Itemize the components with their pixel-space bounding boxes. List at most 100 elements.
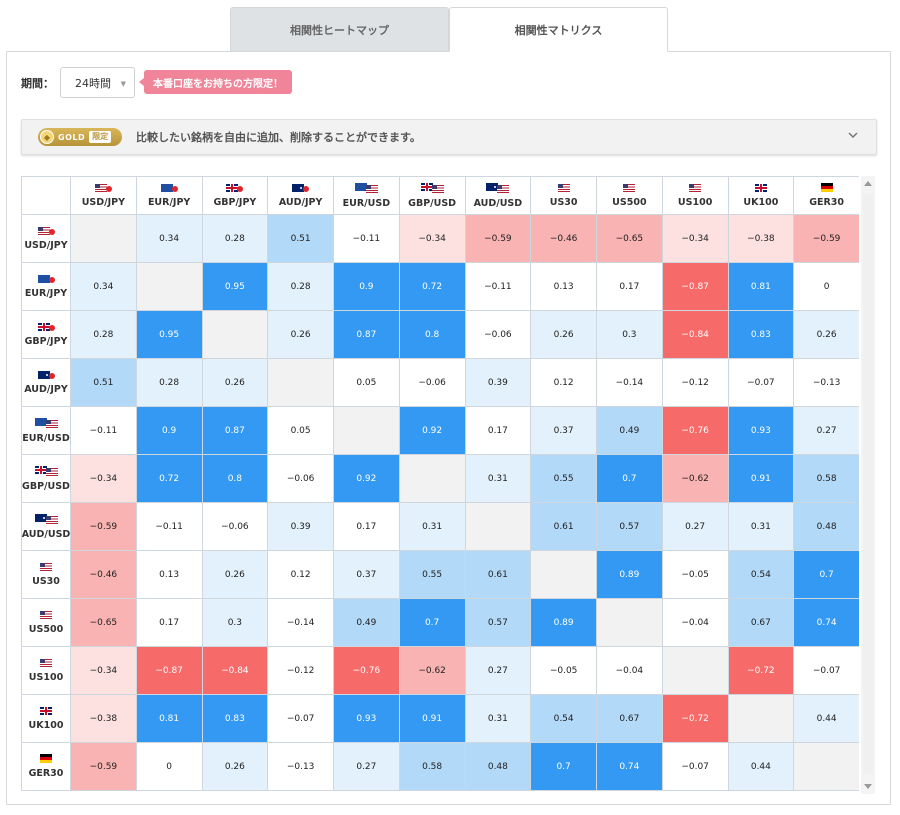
flag-eu-icon bbox=[160, 183, 173, 192]
flag-icon bbox=[354, 182, 378, 193]
tab-matrix[interactable]: 相関性マトリクス bbox=[449, 7, 668, 52]
flag-au-icon bbox=[34, 513, 47, 522]
correlation-cell: 0.12 bbox=[267, 550, 334, 599]
correlation-cell: 0.83 bbox=[201, 694, 269, 743]
gold-badge-label: GOLD bbox=[58, 132, 86, 142]
correlation-cell: 0.7 bbox=[530, 742, 597, 791]
correlation-cell: −0.06 bbox=[267, 454, 334, 503]
row-header-label: USD/JPY bbox=[24, 239, 68, 251]
correlation-cell: 0.54 bbox=[727, 550, 795, 599]
tab-heatmap[interactable]: 相関性ヒートマップ bbox=[230, 7, 449, 52]
correlation-cell: 0.37 bbox=[333, 550, 400, 599]
diagonal-cell bbox=[661, 646, 729, 695]
correlation-cell: 0.74 bbox=[793, 598, 859, 647]
correlation-cell: 0.3 bbox=[201, 598, 269, 647]
correlation-cell: −0.72 bbox=[661, 694, 729, 743]
correlation-cell: 0.67 bbox=[596, 694, 663, 743]
flag-de-icon bbox=[40, 754, 52, 763]
correlation-cell: 0.48 bbox=[793, 502, 859, 551]
correlation-cell: 0.55 bbox=[530, 454, 597, 503]
correlation-cell: 0.39 bbox=[267, 502, 334, 551]
correlation-cell: 0.57 bbox=[464, 598, 532, 647]
correlation-cell: −0.04 bbox=[596, 646, 663, 695]
diagonal-cell bbox=[464, 502, 532, 551]
column-header-aud-jpy: AUD/JPY bbox=[267, 176, 334, 215]
correlation-cell: 0.87 bbox=[201, 406, 269, 455]
correlation-cell: −0.46 bbox=[530, 214, 597, 263]
flag-icon bbox=[40, 562, 52, 571]
flag-icon bbox=[420, 182, 444, 193]
correlation-cell: −0.46 bbox=[70, 550, 137, 599]
correlation-cell: 0.49 bbox=[333, 598, 400, 647]
correlation-cell: 0.95 bbox=[201, 262, 269, 311]
matrix-body: USD/JPY 0.34 0.28 0.51 −0.11 −0.34 −0.59 −0.46−… bbox=[21, 214, 859, 791]
correlation-cell: 0.26 bbox=[530, 310, 597, 359]
scroll-up-icon[interactable] bbox=[864, 181, 872, 186]
column-header-label: US500 bbox=[612, 196, 647, 208]
diagonal-cell bbox=[727, 694, 795, 743]
correlation-cell: −0.11 bbox=[333, 214, 400, 263]
correlation-cell: −0.12 bbox=[661, 358, 729, 407]
correlation-cell: −0.14 bbox=[267, 598, 334, 647]
flag-icon bbox=[37, 274, 55, 283]
scroll-down-icon[interactable] bbox=[864, 784, 872, 789]
flag-icon bbox=[94, 183, 112, 192]
correlation-cell: 0.28 bbox=[70, 310, 137, 359]
correlation-cell: 0.57 bbox=[596, 502, 663, 551]
correlation-cell: 0.48 bbox=[464, 742, 532, 791]
correlation-cell: 0.31 bbox=[727, 502, 795, 551]
row-header-aud-jpy: AUD/JPY bbox=[21, 358, 71, 407]
correlation-cell: −0.14 bbox=[596, 358, 663, 407]
correlation-cell: 0.9 bbox=[333, 262, 400, 311]
row-header-eur-usd: EUR/USD bbox=[21, 406, 71, 455]
correlation-cell: −0.11 bbox=[135, 502, 203, 551]
correlation-cell: −0.34 bbox=[661, 214, 729, 263]
column-header-label: AUD/JPY bbox=[278, 196, 323, 208]
vertical-scrollbar[interactable] bbox=[861, 176, 875, 794]
correlation-cell: 0.72 bbox=[398, 262, 466, 311]
correlation-cell: 0.61 bbox=[464, 550, 532, 599]
flag-gb-icon bbox=[226, 183, 239, 192]
scroll-thumb[interactable] bbox=[863, 194, 873, 774]
matrix-row: US500 −0.65 0.17 0.3 −0.14 0.49 0.7 0.57 0.89 −0.… bbox=[21, 598, 859, 647]
correlation-cell: 0.17 bbox=[333, 502, 400, 551]
row-header-label: GBP/USD bbox=[22, 480, 70, 492]
flag-us-icon bbox=[431, 184, 444, 193]
chevron-down-icon[interactable] bbox=[848, 130, 858, 140]
correlation-cell: −0.38 bbox=[70, 694, 137, 743]
correlation-cell: 0.7 bbox=[596, 454, 663, 503]
correlation-cell: 0.49 bbox=[596, 406, 663, 455]
matrix-row: GER30 −0.59 0 0.26 −0.13 0.27 0.58 0.48 0.7 0.74−… bbox=[21, 742, 859, 791]
correlation-cell: −0.76 bbox=[333, 646, 400, 695]
correlation-cell: −0.04 bbox=[661, 598, 729, 647]
matrix-row: AUD/JPY 0.51 0.28 0.26 0.05 −0.06 0.39 0.12 −0.1… bbox=[21, 358, 859, 407]
flag-eu-icon bbox=[354, 182, 367, 191]
flag-au-icon bbox=[37, 370, 50, 379]
correlation-cell: 0.55 bbox=[398, 550, 466, 599]
correlation-cell: −0.38 bbox=[727, 214, 795, 263]
correlation-cell: 0.8 bbox=[201, 454, 269, 503]
column-header-label: GBP/JPY bbox=[213, 196, 257, 208]
gold-notice-bar[interactable]: ◆ GOLD 限定 比較したい銘柄を自由に追加、削除することができます。 bbox=[21, 119, 877, 155]
flag-au-icon bbox=[292, 183, 305, 192]
matrix-row: EUR/JPY 0.34 0.95 0.28 0.9 0.72 −0.11 0.13 0.17−… bbox=[21, 262, 859, 311]
column-header-us30: US30 bbox=[530, 176, 597, 215]
row-header-label: US30 bbox=[32, 575, 60, 587]
correlation-cell: 0.67 bbox=[727, 598, 795, 647]
correlation-cell: −0.84 bbox=[201, 646, 269, 695]
matrix-row: UK100 −0.38 0.81 0.83 −0.07 0.93 0.91 0.31 0.54 0… bbox=[21, 694, 859, 743]
flag-icon bbox=[226, 183, 244, 192]
row-header-label: AUD/JPY bbox=[24, 383, 68, 395]
flag-icon bbox=[292, 183, 310, 192]
flag-gb-icon bbox=[754, 183, 767, 192]
correlation-cell: 0.58 bbox=[793, 454, 859, 503]
correlation-cell: −0.06 bbox=[398, 358, 466, 407]
correlation-table: USD/JPY EUR/JPY GBP/JPY AUD/JPY EUR/USD GBP/U… bbox=[21, 176, 859, 791]
correlation-cell: −0.65 bbox=[596, 214, 663, 263]
flag-icon bbox=[37, 370, 55, 379]
period-select[interactable]: 24時間 ▼ bbox=[60, 67, 135, 98]
correlation-cell: −0.13 bbox=[793, 358, 859, 407]
row-header-us100: US100 bbox=[21, 646, 71, 695]
correlation-cell: 0.26 bbox=[267, 310, 334, 359]
correlation-cell: 0.91 bbox=[398, 694, 466, 743]
